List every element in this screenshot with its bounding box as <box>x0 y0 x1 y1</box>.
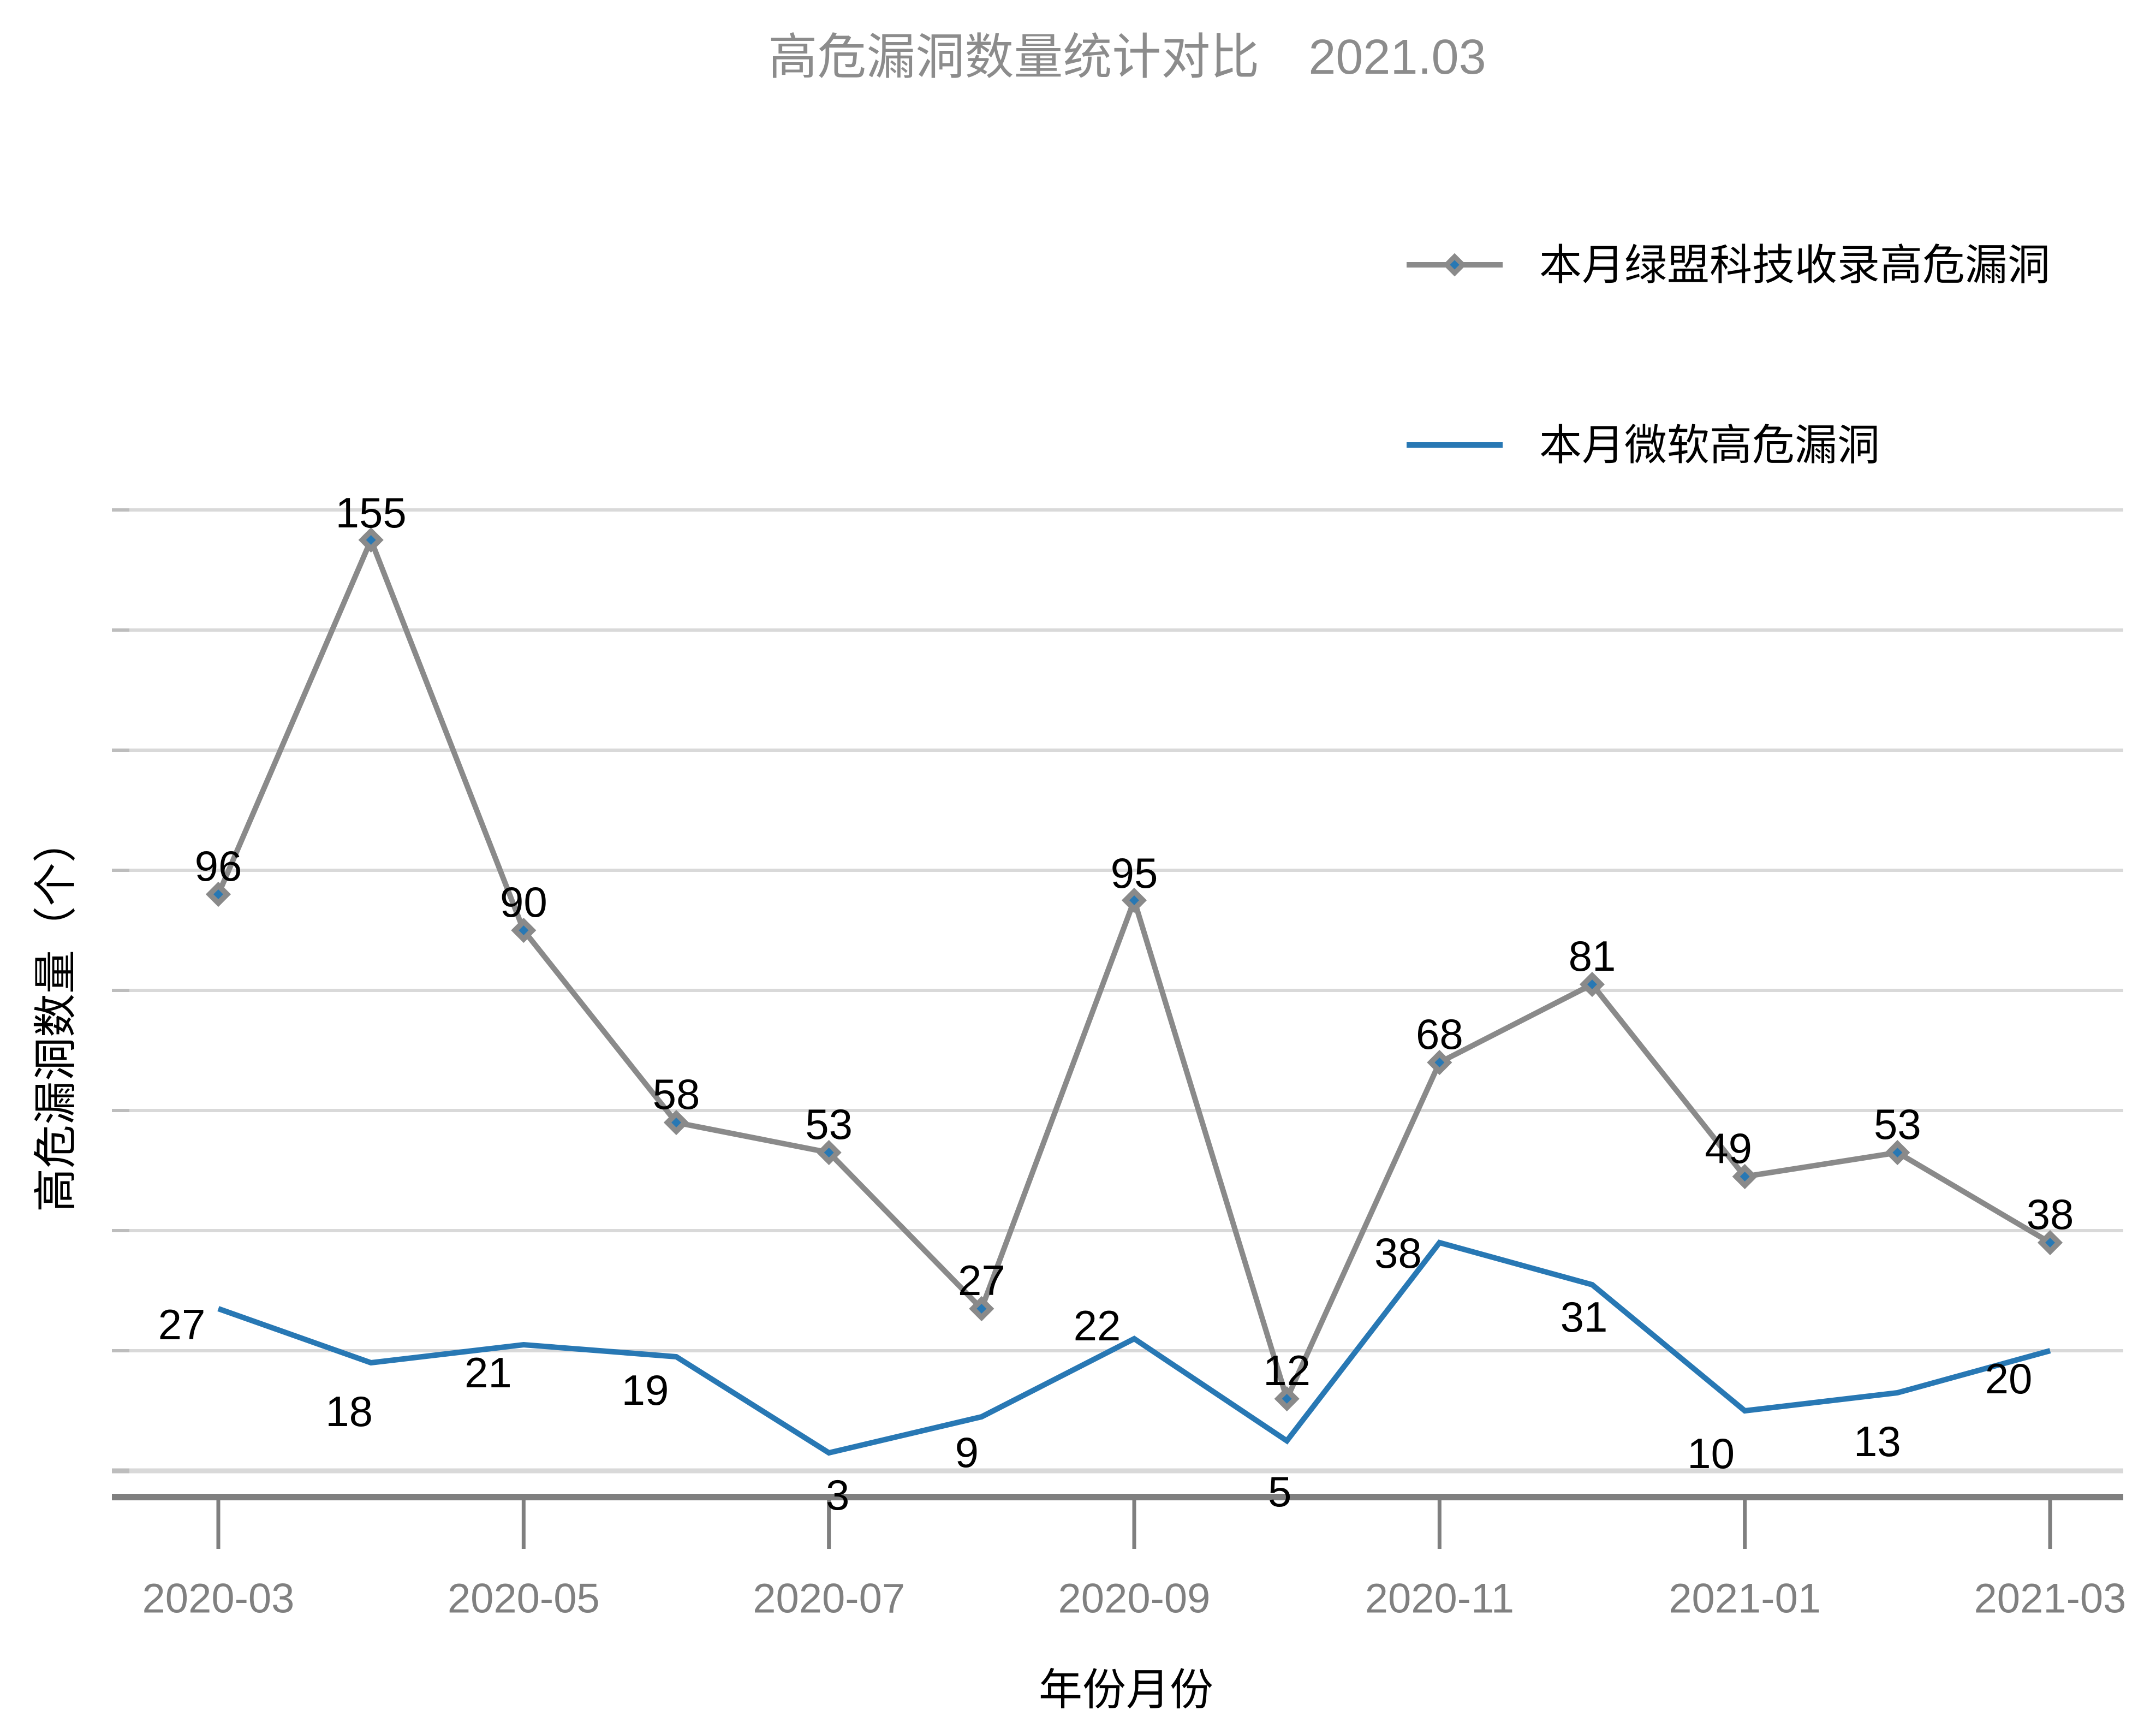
series-marker-diamond <box>1274 1386 1300 1412</box>
series-marker-diamond <box>969 1296 994 1322</box>
x-axis-title: 年份月份 <box>1039 1666 1213 1714</box>
data-label: 3 <box>826 1471 849 1519</box>
series-marker-diamond <box>205 881 231 907</box>
data-label: 95 <box>1111 849 1158 897</box>
series-line-0 <box>216 532 2052 1407</box>
series-marker-diamond <box>1427 1049 1452 1076</box>
data-label: 21 <box>464 1349 512 1397</box>
data-label: 53 <box>1874 1100 1921 1148</box>
data-label: 18 <box>325 1387 373 1435</box>
gridlines <box>112 508 2123 1474</box>
series-marker-diamond <box>511 917 537 943</box>
series-marker-diamond <box>663 1109 689 1136</box>
data-label: 90 <box>500 878 547 926</box>
x-tick-label: 2020-05 <box>448 1576 600 1622</box>
legend-item-nsfocus: 本月绿盟科技收录高危漏洞 <box>1407 241 2050 289</box>
series-marker-diamond <box>1732 1163 1758 1190</box>
x-tick-label: 2020-09 <box>1058 1576 1211 1622</box>
x-tick-label: 2020-03 <box>142 1576 295 1622</box>
data-label: 81 <box>1569 932 1616 980</box>
data-label: 5 <box>1268 1468 1291 1516</box>
data-label: 155 <box>336 489 407 537</box>
data-label: 20 <box>1985 1355 2033 1403</box>
legend-label-nsfocus: 本月绿盟科技收录高危漏洞 <box>1539 241 2050 289</box>
data-label: 49 <box>1705 1124 1752 1172</box>
data-label: 38 <box>1374 1229 1422 1277</box>
data-label: 12 <box>1263 1346 1311 1394</box>
data-label: 22 <box>1074 1302 1121 1350</box>
legend-diamond-marker-icon <box>1443 253 1467 277</box>
x-tick-label: 2020-07 <box>753 1576 905 1622</box>
y-axis-title: 高危漏洞数量（个） <box>32 819 80 1212</box>
series-marker-diamond <box>816 1139 842 1166</box>
data-label: 9 <box>955 1428 979 1476</box>
data-label: 10 <box>1687 1429 1735 1477</box>
legend: 本月绿盟科技收录高危漏洞 本月微软高危漏洞 <box>1407 241 2050 469</box>
series-marker-diamond <box>2037 1230 2063 1256</box>
x-tick-label: 2021-03 <box>1974 1576 2127 1622</box>
legend-item-microsoft: 本月微软高危漏洞 <box>1407 421 1880 469</box>
data-label: 53 <box>805 1100 853 1148</box>
series-marker-diamond <box>1579 971 1605 997</box>
data-label: 19 <box>622 1366 669 1414</box>
series-marker-diamond <box>1885 1139 1910 1166</box>
series-marker-diamond <box>1121 887 1147 913</box>
data-label: 31 <box>1561 1293 1608 1341</box>
x-axis: 2020-03 2020-05 2020-07 2020-09 2020-11 2021-… <box>112 1494 2127 1622</box>
series-line-1 <box>217 1239 2051 1456</box>
data-label: 58 <box>653 1070 700 1118</box>
data-label: 27 <box>958 1256 1005 1304</box>
data-label: 68 <box>1416 1010 1463 1058</box>
data-label: 13 <box>1854 1417 1901 1465</box>
data-label: 27 <box>158 1301 206 1349</box>
x-tick-label: 2020-11 <box>1365 1576 1514 1622</box>
x-tick-label: 2021-01 <box>1669 1576 1821 1622</box>
legend-label-microsoft: 本月微软高危漏洞 <box>1539 421 1880 469</box>
chart-title: 高危漏洞数量统计对比 2021.03 <box>768 30 1486 85</box>
data-label: 96 <box>195 842 242 890</box>
series-marker-diamond <box>358 527 384 553</box>
data-label: 38 <box>2027 1190 2074 1238</box>
